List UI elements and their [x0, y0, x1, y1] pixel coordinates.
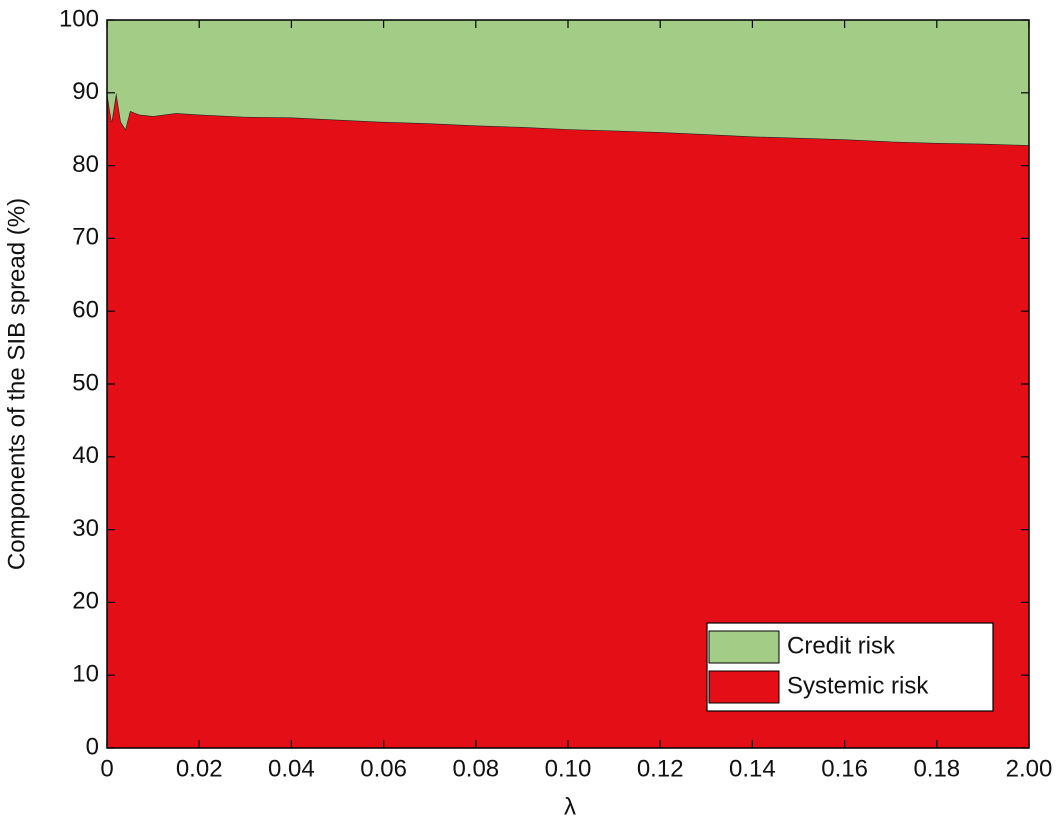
legend-label: Systemic risk [787, 672, 929, 699]
x-tick-label: 0.10 [545, 755, 592, 782]
x-tick-label: 2.00 [1006, 755, 1053, 782]
x-tick-label: 0 [100, 755, 113, 782]
y-tick-label: 20 [72, 588, 99, 615]
y-axis-label: Components of the SIB spread (%) [3, 198, 30, 570]
y-tick-label: 10 [72, 661, 99, 688]
y-tick-label: 40 [72, 442, 99, 469]
area [107, 20, 1029, 146]
legend-swatch [708, 630, 780, 664]
area [107, 92, 1029, 749]
x-tick-label: 0.18 [913, 755, 960, 782]
y-tick-label: 60 [72, 297, 99, 324]
x-axis-label: λ [564, 793, 576, 820]
y-tick-label: 30 [72, 515, 99, 542]
x-tick-label: 0.02 [176, 755, 223, 782]
x-tick-label: 0.08 [452, 755, 499, 782]
legend-swatch [708, 670, 780, 704]
x-tick-label: 0.04 [268, 755, 315, 782]
x-tick-label: 0.16 [821, 755, 868, 782]
x-tick-label: 0.06 [360, 755, 407, 782]
y-tick-label: 70 [72, 224, 99, 251]
x-tick-label: 0.14 [729, 755, 776, 782]
y-tick-label: 90 [72, 78, 99, 105]
x-tick-label: 0.12 [637, 755, 684, 782]
y-tick-label: 100 [59, 5, 99, 32]
legend-label: Credit risk [787, 632, 896, 659]
y-tick-label: 0 [86, 733, 99, 760]
y-tick-label: 80 [72, 151, 99, 178]
y-tick-label: 50 [72, 369, 99, 396]
